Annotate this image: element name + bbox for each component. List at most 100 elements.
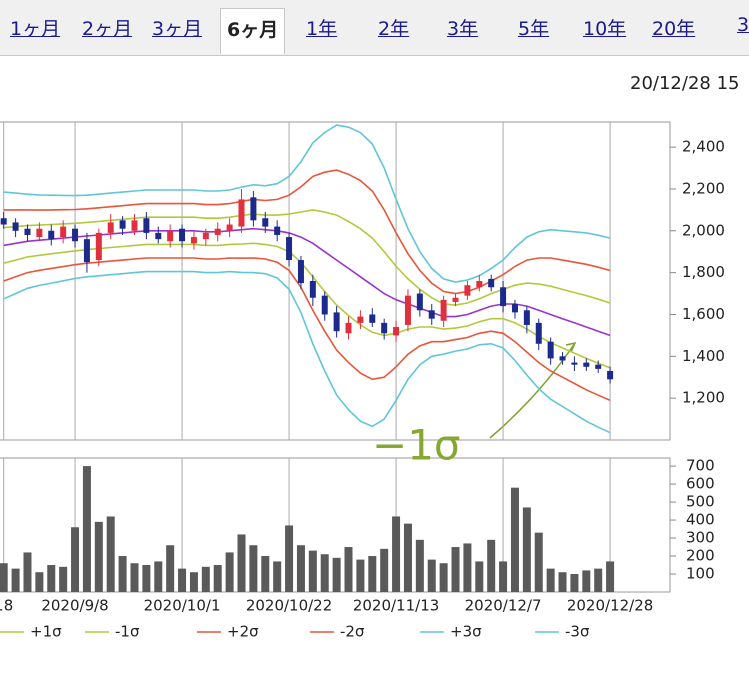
band-line [3,124,611,283]
candle-body [416,293,423,311]
candle-body [36,228,43,238]
volume-bar [118,556,127,592]
candle-body [345,322,352,334]
legend-label: +1σ [30,623,62,641]
volume-tick-label: 200 [686,547,715,565]
volume-bar [392,516,401,592]
volume-bar [166,545,175,592]
y-tick-label: 2,400 [682,138,725,156]
annotation: −1σ [372,421,461,470]
volume-bar [94,521,103,592]
candle-body [226,224,233,231]
candle-body [297,260,304,284]
volume-bar [71,527,80,592]
volume-tick-label: 400 [686,511,715,529]
volume-bar [415,539,424,592]
band-line [3,242,611,369]
volume-bar [23,552,32,592]
candle-body [238,199,245,227]
period-tab[interactable]: 1ヶ月 [10,18,61,40]
candle-body [571,362,578,365]
volume-bar [35,572,44,592]
period-tabs: 1ヶ月 2ヶ月 3ヶ月 6ヶ月 1年 2年 3年 5年 10年 20年 30 [0,0,749,56]
candle-body [333,312,340,332]
period-tab[interactable]: 3年 [447,18,479,40]
period-tab[interactable]: 2年 [378,18,410,40]
candle-body [274,226,281,235]
volume-bar [380,548,389,592]
volume-tick-label: 600 [686,475,715,493]
volume-bar [213,565,222,592]
x-tick-label: 18 [0,597,13,615]
candle-body [262,218,269,227]
x-tick-label: 2020/10/1 [144,597,221,615]
volume-bar [308,550,317,592]
candle-body [179,228,186,242]
volume-bar [0,563,8,592]
legend-label: -3σ [565,623,590,641]
candle-body [309,281,316,298]
volume-bar [142,565,151,592]
x-tick-label: 2020/9/8 [41,597,108,615]
volume-bar [606,561,615,592]
band-line [3,257,611,402]
period-tab[interactable]: 10年 [583,18,627,40]
candle-body [60,226,67,238]
volume-bar [356,559,365,592]
legend-label: -1σ [115,623,140,641]
period-tab[interactable]: 3ヶ月 [152,18,203,40]
candle-body [321,295,328,315]
band-line [3,169,611,295]
candle-body [143,218,150,233]
candle-body [393,327,400,336]
candle-body [24,228,31,235]
y-tick-label: 2,000 [682,221,725,239]
timestamp: 20/12/28 15 [630,73,740,94]
candle-body [523,310,530,325]
y-tick-label: 1,600 [682,305,725,323]
volume-bar [201,566,210,592]
candle-body [404,295,411,325]
period-tab[interactable]: 30 [737,14,749,36]
price-frame [0,121,671,441]
candle-body [511,304,518,313]
candle-body [464,285,471,296]
volume-bar [59,566,68,592]
candle-body [107,222,114,233]
period-tab[interactable]: 20年 [652,18,696,40]
legend-label: -2σ [340,623,365,641]
period-tab[interactable]: 2ヶ月 [82,18,133,40]
volume-bar [487,539,496,592]
y-tick-label: 1,200 [682,389,725,407]
period-tab[interactable]: 5年 [518,18,550,40]
candle-body [452,297,459,302]
volume-tick-label: 300 [686,529,715,547]
volume-bar [439,563,448,592]
candle-body [440,299,447,321]
candle-body [357,316,364,323]
volume-bar [499,561,508,592]
candle-body [214,228,221,235]
volume-tick-label: 700 [686,457,715,475]
volume-bar [475,561,484,592]
volume-bar [522,507,531,592]
legend-label: +2σ [227,623,259,641]
volume-bar [249,545,258,592]
volume-bar [82,466,91,592]
annotation-arrow [489,342,576,439]
candle-body [83,239,90,263]
candle-body [48,230,55,240]
volume-bar [237,534,246,592]
period-tab[interactable]: 1年 [306,18,338,40]
volume-bar [332,557,341,592]
x-tick-label: 2020/12/28 [567,597,653,615]
volume-bar [261,556,270,592]
volume-bar [130,563,139,592]
y-tick-label: 1,400 [682,347,725,365]
candle-body [155,232,162,240]
volume-bar [11,568,20,592]
volume-bar [570,574,579,592]
period-tab[interactable]: 6ヶ月 [220,8,286,54]
volume-bar [154,561,163,592]
